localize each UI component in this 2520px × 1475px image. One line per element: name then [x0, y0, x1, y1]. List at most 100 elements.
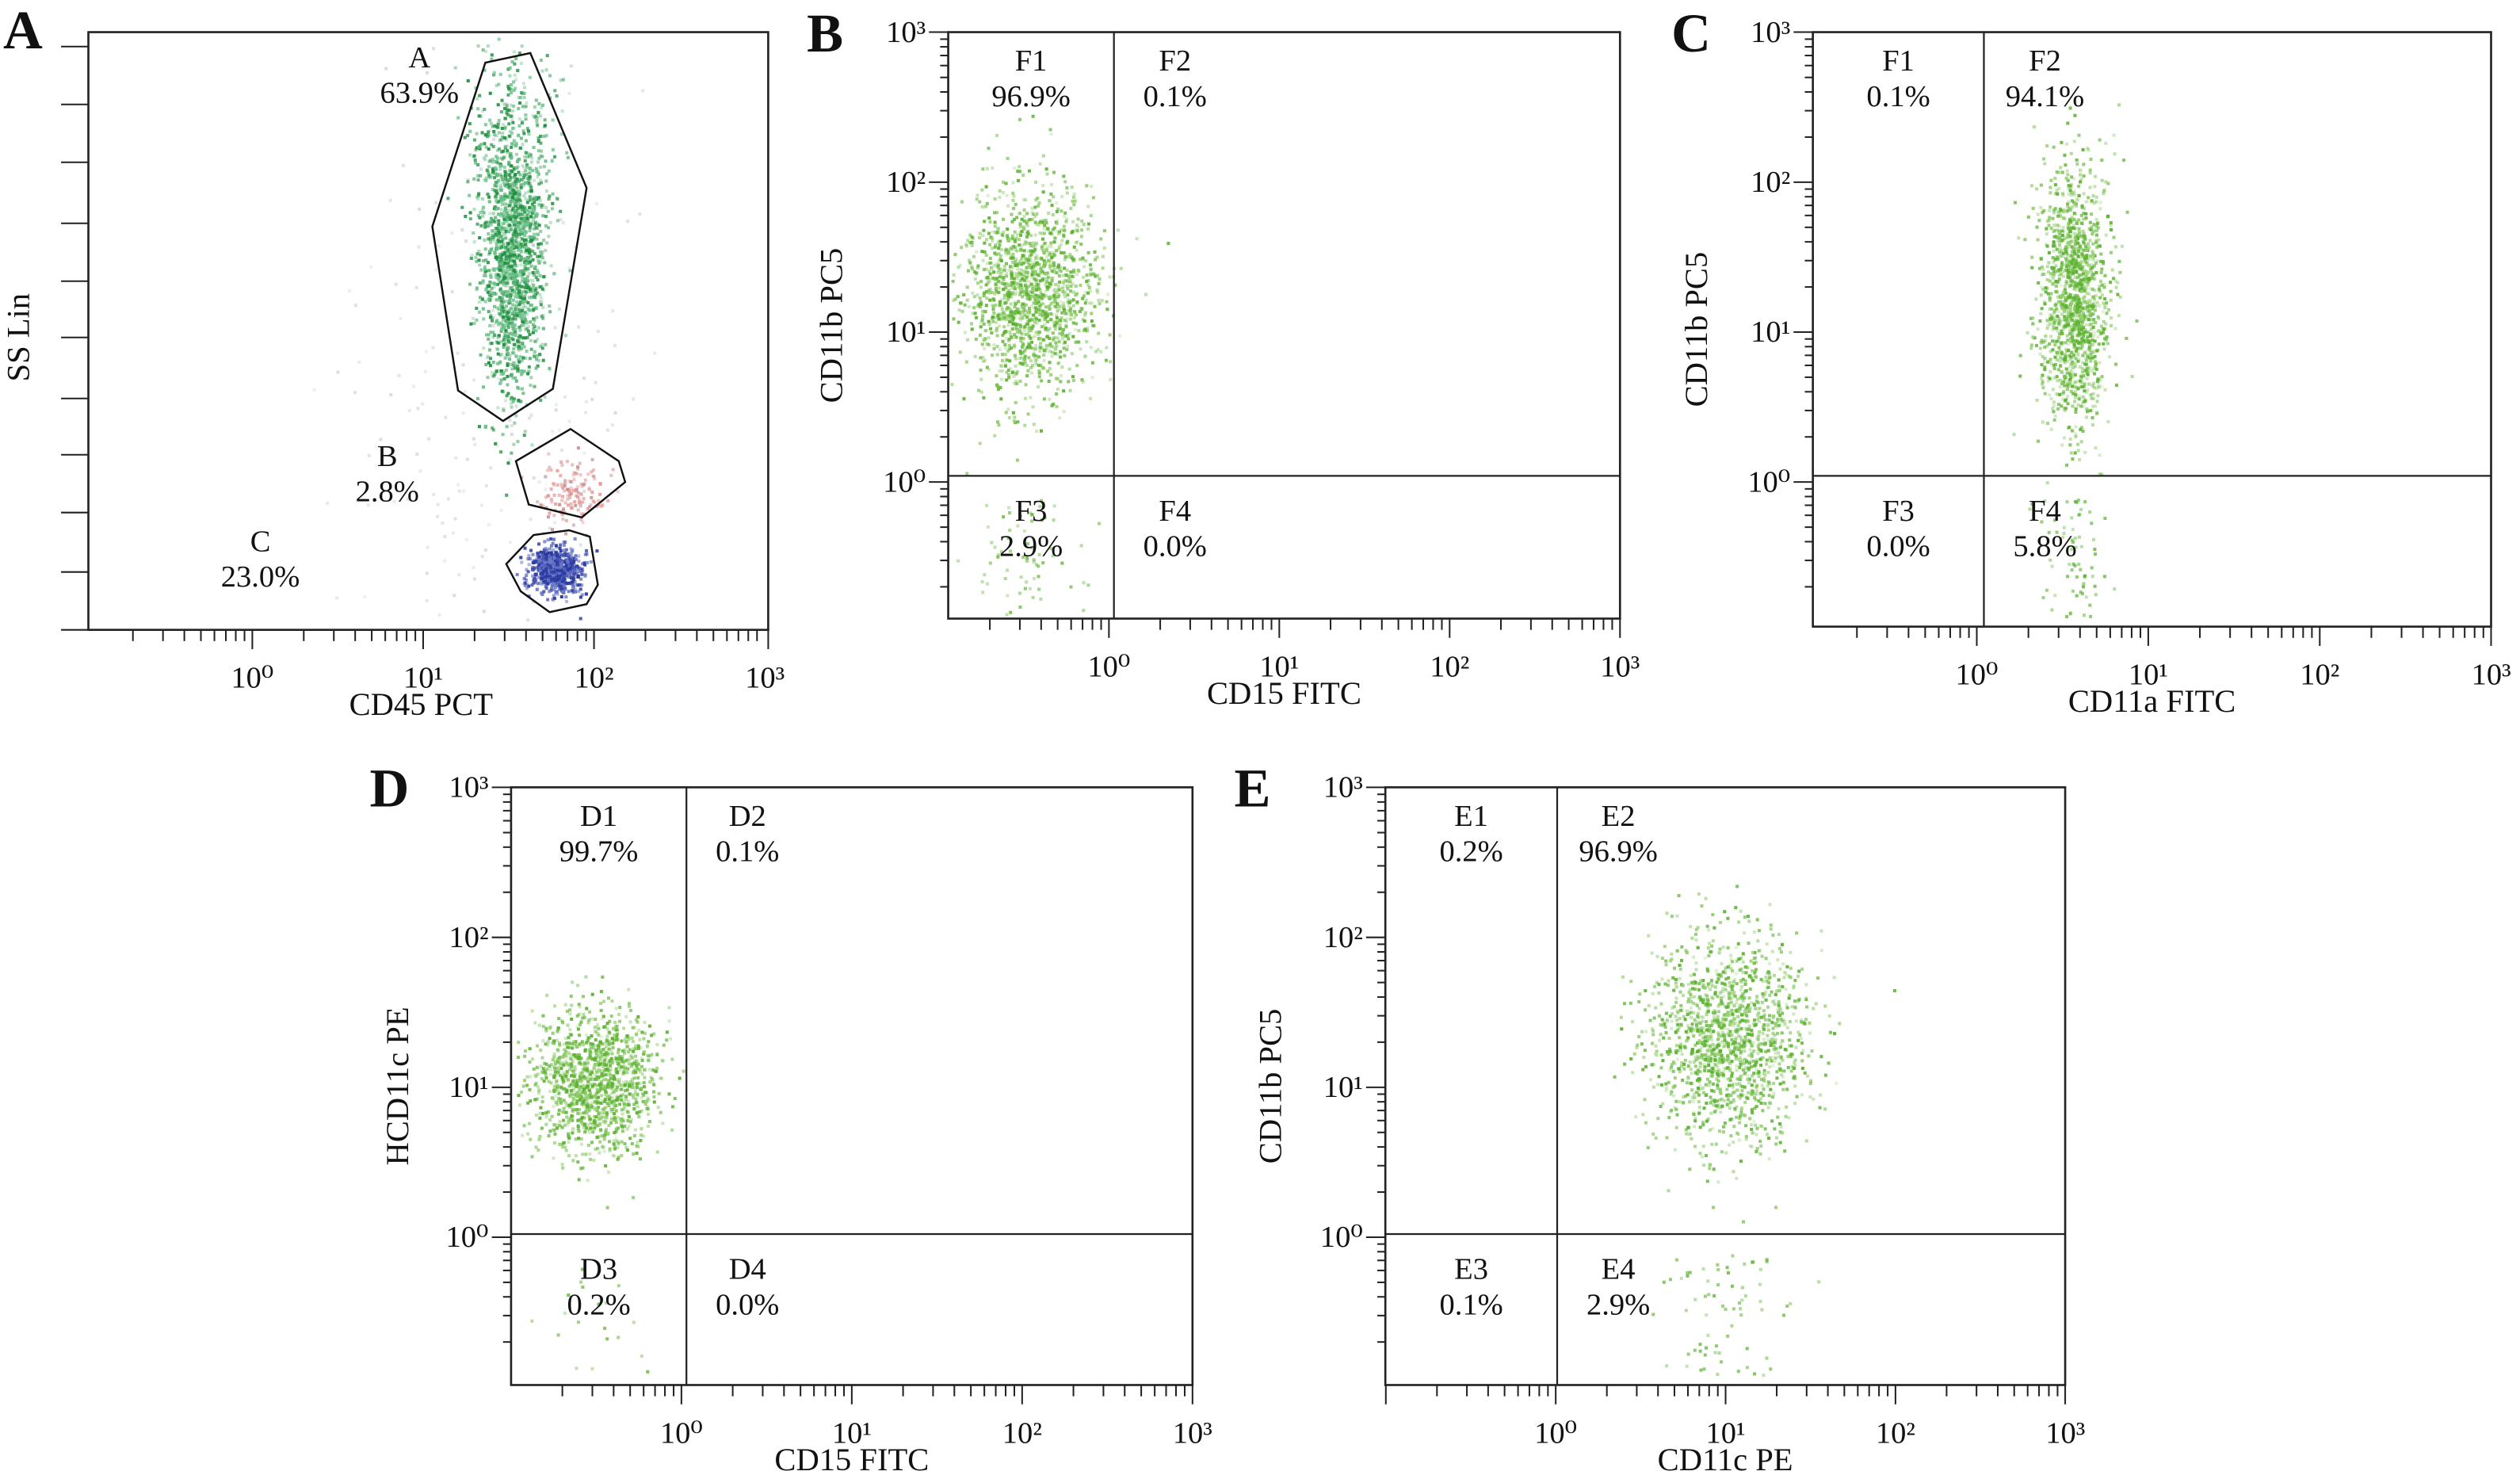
data-point	[2091, 334, 2095, 338]
data-point	[516, 158, 520, 162]
data-point	[1006, 204, 1010, 208]
data-point	[571, 589, 575, 593]
data-point	[1021, 326, 1025, 330]
data-point	[498, 257, 502, 261]
data-point	[517, 285, 521, 289]
data-point	[517, 282, 521, 286]
data-point	[976, 293, 979, 297]
data-point	[423, 369, 427, 373]
data-point	[525, 327, 529, 331]
data-point	[544, 342, 548, 346]
data-point	[1002, 180, 1006, 184]
data-point	[1071, 199, 1075, 204]
data-point	[538, 285, 542, 289]
data-point	[1054, 282, 1058, 287]
data-point	[502, 266, 506, 269]
data-point	[524, 139, 529, 143]
data-point	[1001, 317, 1005, 321]
data-point	[2071, 240, 2075, 244]
data-point	[1084, 258, 1088, 263]
data-point	[525, 101, 529, 105]
data-point	[506, 270, 510, 274]
data-point	[996, 553, 1000, 557]
data-point	[1089, 271, 1093, 275]
data-point	[490, 53, 494, 57]
data-point	[544, 587, 548, 590]
data-point	[546, 209, 550, 213]
data-point	[1104, 358, 1108, 362]
data-point	[507, 204, 511, 208]
data-point	[2083, 330, 2088, 334]
data-point	[489, 216, 494, 220]
data-point	[479, 210, 483, 215]
data-point	[520, 214, 524, 218]
data-point	[998, 254, 1002, 258]
data-point	[508, 276, 512, 280]
data-point	[506, 291, 510, 295]
data-point	[1030, 276, 1034, 280]
data-point	[587, 487, 591, 491]
data-point	[514, 308, 517, 311]
data-point	[1009, 610, 1013, 614]
data-point	[494, 292, 498, 296]
data-point	[1094, 258, 1098, 262]
data-point	[626, 220, 630, 224]
data-point	[525, 246, 529, 250]
data-point	[537, 156, 541, 160]
data-point	[523, 336, 528, 340]
data-point	[989, 277, 993, 281]
data-point	[2057, 229, 2061, 233]
data-point	[579, 482, 583, 486]
data-point	[1066, 334, 1070, 338]
data-point	[555, 94, 559, 98]
data-point	[468, 211, 472, 215]
data-point	[524, 318, 528, 322]
data-point	[515, 223, 519, 227]
data-point	[1067, 304, 1071, 308]
data-point	[1035, 362, 1039, 366]
data-point	[1062, 292, 1067, 296]
data-point	[521, 143, 525, 147]
data-point	[1052, 250, 1056, 254]
data-point	[514, 354, 518, 358]
data-point	[1070, 352, 1074, 356]
data-point	[1057, 274, 1061, 278]
data-point	[580, 583, 584, 587]
data-point	[565, 599, 569, 604]
data-point	[514, 56, 518, 61]
data-point	[499, 265, 503, 269]
data-point	[990, 236, 994, 240]
data-point	[525, 279, 530, 283]
data-point	[597, 503, 601, 507]
data-point	[1053, 288, 1057, 292]
data-point	[1037, 295, 1041, 299]
data-point	[542, 556, 546, 560]
data-point	[513, 304, 517, 308]
data-point	[501, 158, 505, 162]
data-point	[492, 267, 496, 271]
data-point	[1008, 307, 1012, 311]
data-point	[1019, 247, 1023, 251]
data-point	[983, 329, 987, 333]
data-point	[514, 142, 518, 146]
data-point	[478, 281, 482, 285]
data-point	[2068, 365, 2071, 369]
data-point	[536, 364, 540, 368]
data-point	[544, 575, 548, 579]
data-point	[2069, 357, 2073, 361]
data-point	[474, 161, 478, 165]
data-point	[580, 485, 584, 489]
data-point	[1002, 277, 1006, 281]
data-point	[494, 282, 498, 286]
data-point	[506, 320, 510, 324]
data-point	[1004, 262, 1008, 266]
data-point	[509, 267, 513, 271]
y-tick-label: 10³	[886, 16, 926, 49]
data-point	[1056, 294, 1060, 299]
data-point	[512, 290, 517, 294]
data-point	[1085, 340, 1089, 344]
data-point	[1014, 236, 1018, 240]
data-point	[1024, 198, 1028, 202]
data-point	[540, 181, 544, 185]
quadrant-name: F3	[1015, 495, 1048, 528]
